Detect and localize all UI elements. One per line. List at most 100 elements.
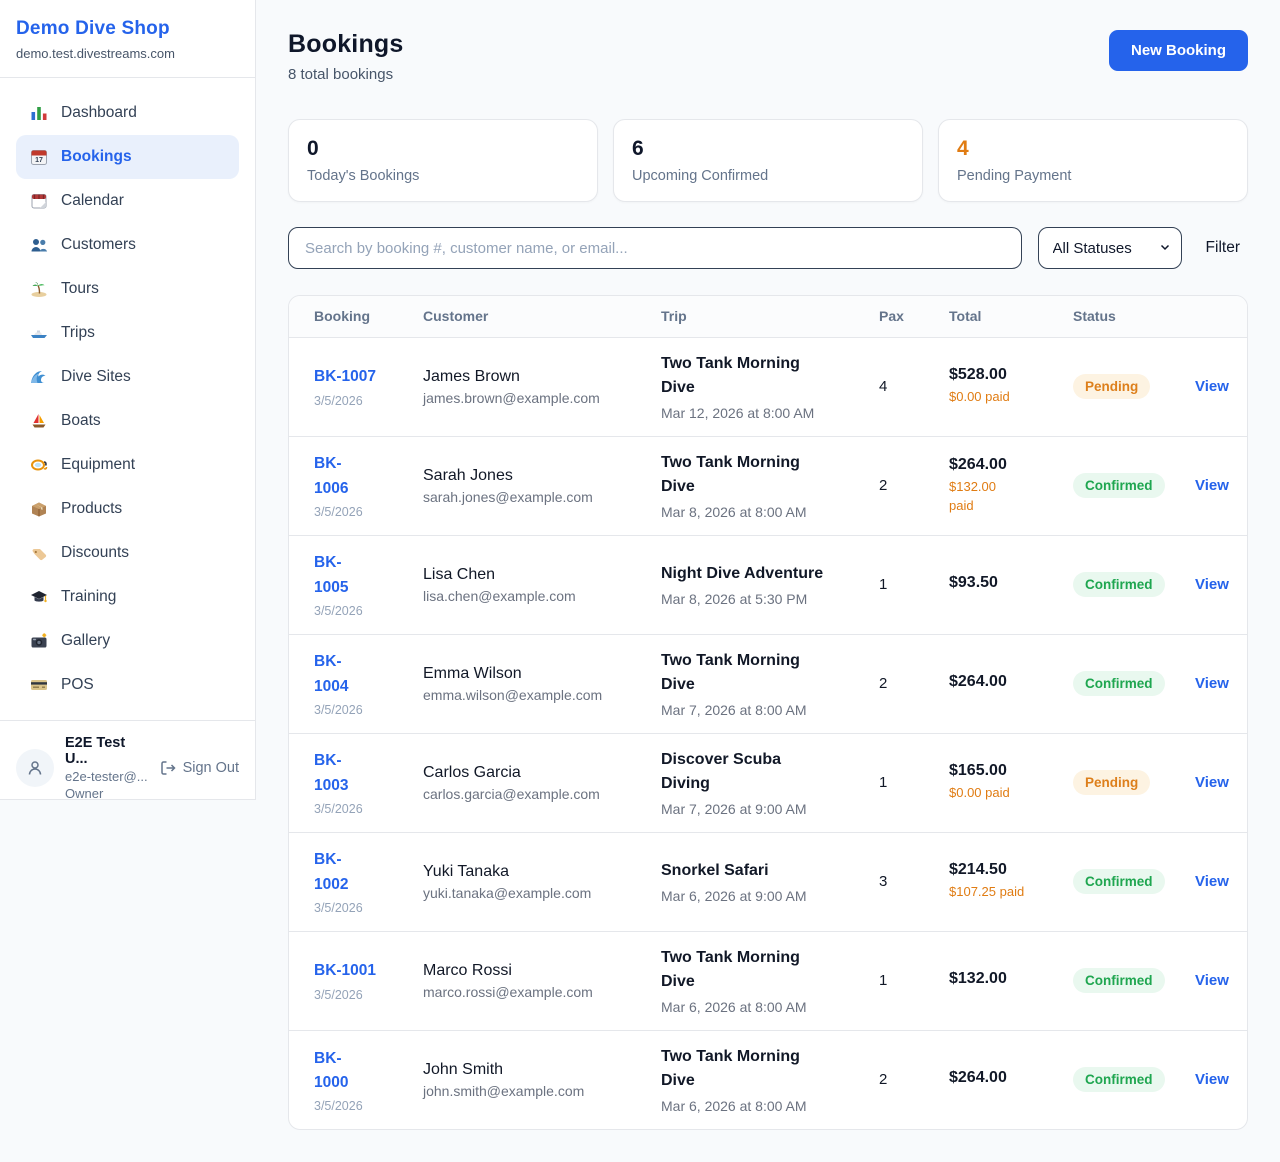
sidebar-item-dive-sites[interactable]: Dive Sites: [16, 355, 239, 399]
trip-datetime: Mar 7, 2026 at 9:00 AM: [661, 801, 807, 817]
view-link[interactable]: View: [1195, 477, 1229, 494]
view-link[interactable]: View: [1195, 1071, 1229, 1089]
wave-icon: [30, 368, 48, 386]
total-amount: $528.00: [949, 366, 1007, 384]
view-link[interactable]: View: [1195, 378, 1229, 395]
view-link[interactable]: View: [1195, 576, 1229, 593]
sign-out-label: Sign Out: [182, 760, 239, 776]
booking-number-link[interactable]: BK- 1006: [314, 455, 349, 497]
sidebar-item-products[interactable]: Products: [16, 487, 239, 531]
tag-icon: [30, 544, 48, 562]
view-link[interactable]: View: [1195, 873, 1229, 890]
column-header-pax: Pax: [867, 296, 937, 338]
sidebar-item-label: Training: [61, 588, 117, 605]
sidebar-item-pos[interactable]: POS: [16, 663, 239, 707]
island-icon: [30, 280, 48, 298]
booking-number-link[interactable]: BK- 1000: [314, 1049, 349, 1091]
customer-name: Carlos Garcia: [423, 763, 521, 781]
paid-amount: $132.00 paid: [949, 478, 996, 513]
filter-button[interactable]: Filter: [1198, 239, 1248, 257]
paid-amount: $0.00 paid: [949, 785, 1010, 801]
sidebar-item-dashboard[interactable]: Dashboard: [16, 91, 239, 135]
column-header-trip: Trip: [649, 296, 867, 338]
status-filter: All Statuses: [1037, 227, 1182, 269]
pax-count: 1: [867, 534, 937, 634]
sidebar-item-boats[interactable]: Boats: [16, 399, 239, 443]
trip-title: Discover Scuba Diving: [661, 751, 782, 792]
sidebar-item-tours[interactable]: Tours: [16, 267, 239, 311]
sidebar-item-gallery[interactable]: Gallery: [16, 619, 239, 663]
customer-email: yuki.tanaka@example.com: [423, 884, 592, 901]
toolbar: All Statuses Filter: [288, 227, 1248, 269]
booking-number-link[interactable]: BK- 1002: [314, 851, 349, 893]
view-link[interactable]: View: [1195, 972, 1229, 989]
customer-email: lisa.chen@example.com: [423, 587, 576, 604]
bookings-table: Booking Customer Trip Pax Total Status B…: [289, 296, 1247, 1129]
booking-number-link[interactable]: BK- 1004: [314, 653, 349, 695]
user-role: Owner: [65, 786, 104, 801]
trip-title: Night Dive Adventure: [661, 565, 824, 582]
stat-card-upcoming-confirmed: 6 Upcoming Confirmed: [613, 119, 923, 202]
booking-number-link[interactable]: BK- 1003: [314, 752, 349, 794]
total-amount: $264.00: [949, 1068, 1007, 1086]
total-amount: $264.00: [949, 672, 1007, 690]
sidebar-item-label: Calendar: [61, 192, 124, 209]
trip-datetime: Mar 6, 2026 at 8:00 AM: [661, 1098, 807, 1115]
new-booking-button[interactable]: New Booking: [1108, 30, 1248, 71]
customer-name: Emma Wilson: [423, 664, 522, 682]
customer-email: john.smith@example.com: [423, 1082, 585, 1099]
status-badge: Confirmed: [1073, 671, 1165, 696]
booking-date: 3/5/2026: [314, 504, 363, 519]
sign-out-button[interactable]: Sign Out: [160, 760, 239, 776]
main-content: Bookings 8 total bookings New Booking 0 …: [256, 0, 1280, 1130]
status-badge: Confirmed: [1073, 1067, 1165, 1093]
sidebar-item-calendar[interactable]: Calendar: [16, 179, 239, 223]
table-header-row: Booking Customer Trip Pax Total Status: [289, 296, 1247, 338]
booking-date: 3/5/2026: [314, 900, 363, 915]
customer-name: Marco Rossi: [423, 961, 512, 979]
pax-count: 1: [867, 930, 937, 1030]
booking-number-link[interactable]: BK-1007: [314, 368, 377, 386]
sidebar-item-discounts[interactable]: Discounts: [16, 531, 239, 575]
booking-number-link[interactable]: BK- 1005: [314, 554, 349, 596]
booking-date: 3/5/2026: [314, 393, 363, 408]
customer-name: Lisa Chen: [423, 565, 496, 583]
table-row: BK- 1006 3/5/2026 Sarah Jones sarah.jones@…: [289, 435, 1247, 535]
column-header-total: Total: [937, 296, 1061, 338]
view-link[interactable]: View: [1195, 774, 1229, 791]
sidebar-item-label: Gallery: [61, 632, 111, 649]
customer-email: marco.rossi@example.com: [423, 983, 593, 1000]
trip-datetime: Mar 6, 2026 at 9:00 AM: [661, 888, 807, 904]
trip-datetime: Mar 8, 2026 at 8:00 AM: [661, 504, 807, 520]
pax-count: 2: [867, 633, 937, 733]
sidebar-item-customers[interactable]: Customers: [16, 223, 239, 267]
total-amount: $264.00: [949, 455, 1007, 473]
user-email: e2e-tester@...: [65, 769, 148, 784]
view-link[interactable]: View: [1195, 675, 1229, 692]
page-title: Bookings: [288, 30, 404, 58]
table-row: BK-1001 3/5/2026 Marco Rossi marco.rossi@e…: [289, 930, 1247, 1030]
trip-datetime: Mar 12, 2026 at 8:00 AM: [661, 405, 815, 421]
search-input[interactable]: [288, 227, 1022, 269]
sidebar-item-label: Bookings: [61, 148, 132, 165]
sidebar-item-label: POS: [61, 676, 94, 693]
total-amount: $165.00: [949, 762, 1007, 780]
pax-count: 2: [867, 435, 937, 535]
sidebar-item-training[interactable]: Training: [16, 575, 239, 619]
pax-count: 3: [867, 831, 937, 931]
booking-number-link[interactable]: BK-1001: [314, 962, 377, 980]
sidebar-item-trips[interactable]: Trips: [16, 311, 239, 355]
sidebar-item-label: Customers: [61, 236, 136, 253]
sidebar-user-panel: E2E Test U... e2e-tester@... Owner Sign …: [0, 720, 255, 815]
stat-value: 0: [307, 137, 319, 160]
total-amount: $132.00: [949, 969, 1007, 987]
customer-name: Yuki Tanaka: [423, 862, 509, 880]
trip-datetime: Mar 6, 2026 at 8:00 AM: [661, 999, 807, 1015]
sidebar: Demo Dive Shop demo.test.divestreams.com…: [0, 0, 256, 801]
booking-date: 3/5/2026: [314, 702, 363, 717]
stat-label: Pending Payment: [957, 168, 1072, 184]
sidebar-item-bookings[interactable]: 17 Bookings: [16, 135, 239, 179]
status-filter-select[interactable]: All Statuses: [1037, 227, 1182, 269]
booking-date: 3/5/2026: [314, 1098, 363, 1113]
sidebar-item-equipment[interactable]: Equipment: [16, 443, 239, 487]
